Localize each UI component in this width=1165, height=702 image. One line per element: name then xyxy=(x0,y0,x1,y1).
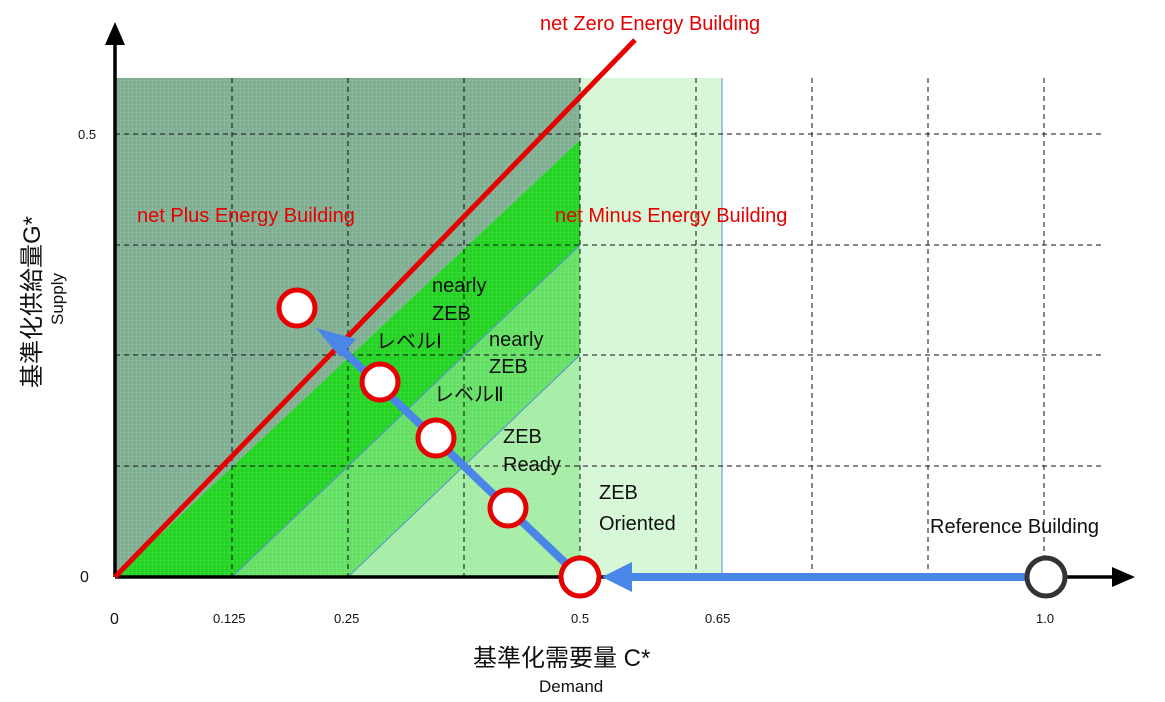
marker-zeb-oriented xyxy=(558,555,602,599)
y-axis-subtitle: Supply xyxy=(48,273,67,325)
label-net-minus: net Minus Energy Building xyxy=(555,205,787,227)
x-tick-065: 0.65 xyxy=(705,611,730,626)
marker-nearly-zeb-2 xyxy=(415,417,457,459)
marker-plus-energy xyxy=(276,287,318,329)
label-reference: Reference Building xyxy=(930,516,1099,538)
net-zero-line xyxy=(113,38,637,579)
marker-nearly-zeb-1 xyxy=(359,361,401,403)
x-axis-title: 基準化需要量 C* xyxy=(473,645,650,672)
x-tick-0125: 0.125 xyxy=(213,611,246,626)
markers xyxy=(276,287,1068,599)
marker-zeb-ready xyxy=(487,487,529,529)
label-nearly-zeb-1: nearly ZEB レベルⅠ xyxy=(376,275,492,353)
y-origin-label: 0 xyxy=(80,569,89,586)
y-axis-title: 基準化供給量G* xyxy=(19,216,46,388)
label-net-plus: net Plus Energy Building xyxy=(137,205,355,227)
label-zeb-ready: ZEB Ready xyxy=(503,426,561,476)
dashed-grid xyxy=(115,78,1105,577)
marker-reference xyxy=(1024,555,1068,599)
y-tick-05: 0.5 xyxy=(78,127,96,142)
label-zeb-oriented: ZEB Oriented xyxy=(599,482,676,535)
label-nearly-zeb-2: nearly ZEB レベルⅡ xyxy=(434,329,549,406)
x-axis-subtitle: Demand xyxy=(539,677,603,696)
x-tick-05: 0.5 xyxy=(571,611,589,626)
y-axis-arrowhead xyxy=(105,22,125,45)
x-origin-label: 0 xyxy=(110,611,119,628)
x-tick-10: 1.0 xyxy=(1036,611,1054,626)
title-net-zero: net Zero Energy Building xyxy=(540,13,760,35)
horizontal-arrowhead xyxy=(602,562,632,592)
x-axis-arrowhead xyxy=(1112,567,1135,587)
diagonal-arrowhead xyxy=(316,328,356,357)
x-tick-025: 0.25 xyxy=(334,611,359,626)
